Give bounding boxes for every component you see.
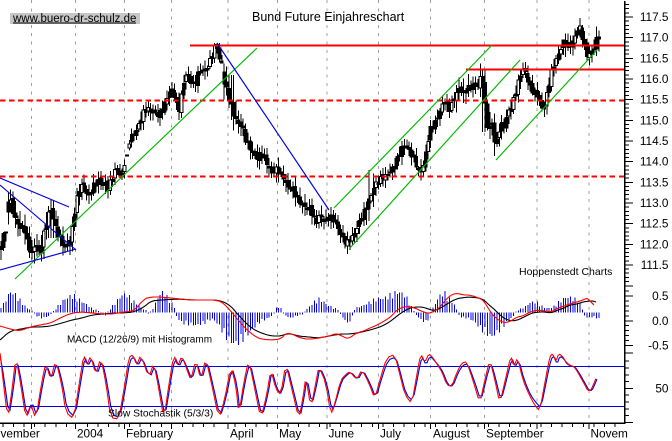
svg-text:115.5: 115.5 xyxy=(640,93,669,107)
svg-text:September: September xyxy=(486,427,544,441)
svg-text:Hoppenstedt Charts: Hoppenstedt Charts xyxy=(519,266,612,278)
svg-text:2004: 2004 xyxy=(77,427,104,441)
svg-text:May: May xyxy=(279,427,301,441)
svg-text:115.0: 115.0 xyxy=(640,113,669,127)
svg-text:April: April xyxy=(230,427,254,441)
svg-text:112.5: 112.5 xyxy=(640,217,669,231)
svg-text:0.0: 0.0 xyxy=(652,314,669,328)
svg-text:Novem: Novem xyxy=(591,427,629,441)
svg-text:February: February xyxy=(126,427,173,441)
svg-text:114.5: 114.5 xyxy=(640,134,669,148)
svg-text:vember: vember xyxy=(1,427,40,441)
svg-text:112.0: 112.0 xyxy=(640,237,669,251)
svg-text:116.5: 116.5 xyxy=(640,51,669,65)
svg-text:-0.5: -0.5 xyxy=(648,339,669,353)
svg-text:113.5: 113.5 xyxy=(640,175,669,189)
svg-text:Bund Future Einjahreschart: Bund Future Einjahreschart xyxy=(252,10,405,24)
svg-text:111.5: 111.5 xyxy=(641,258,669,272)
svg-text:June: June xyxy=(329,427,355,441)
svg-text:www.buero-dr-schulz.de: www.buero-dr-schulz.de xyxy=(12,13,136,25)
svg-text:MACD (12/26/9) mit Histogramm: MACD (12/26/9) mit Histogramm xyxy=(67,335,212,346)
svg-text:117.0: 117.0 xyxy=(640,31,669,45)
svg-text:117.5: 117.5 xyxy=(640,10,669,24)
svg-text:50: 50 xyxy=(655,381,669,395)
svg-text:114.0: 114.0 xyxy=(640,155,669,169)
svg-text:113.0: 113.0 xyxy=(640,196,669,210)
svg-text:0.5: 0.5 xyxy=(652,289,669,303)
svg-text:116.0: 116.0 xyxy=(640,72,669,86)
svg-text:Slow Stochastik (5/3/3): Slow Stochastik (5/3/3) xyxy=(108,409,213,420)
svg-text:August: August xyxy=(433,427,470,441)
svg-text:July: July xyxy=(380,427,401,441)
